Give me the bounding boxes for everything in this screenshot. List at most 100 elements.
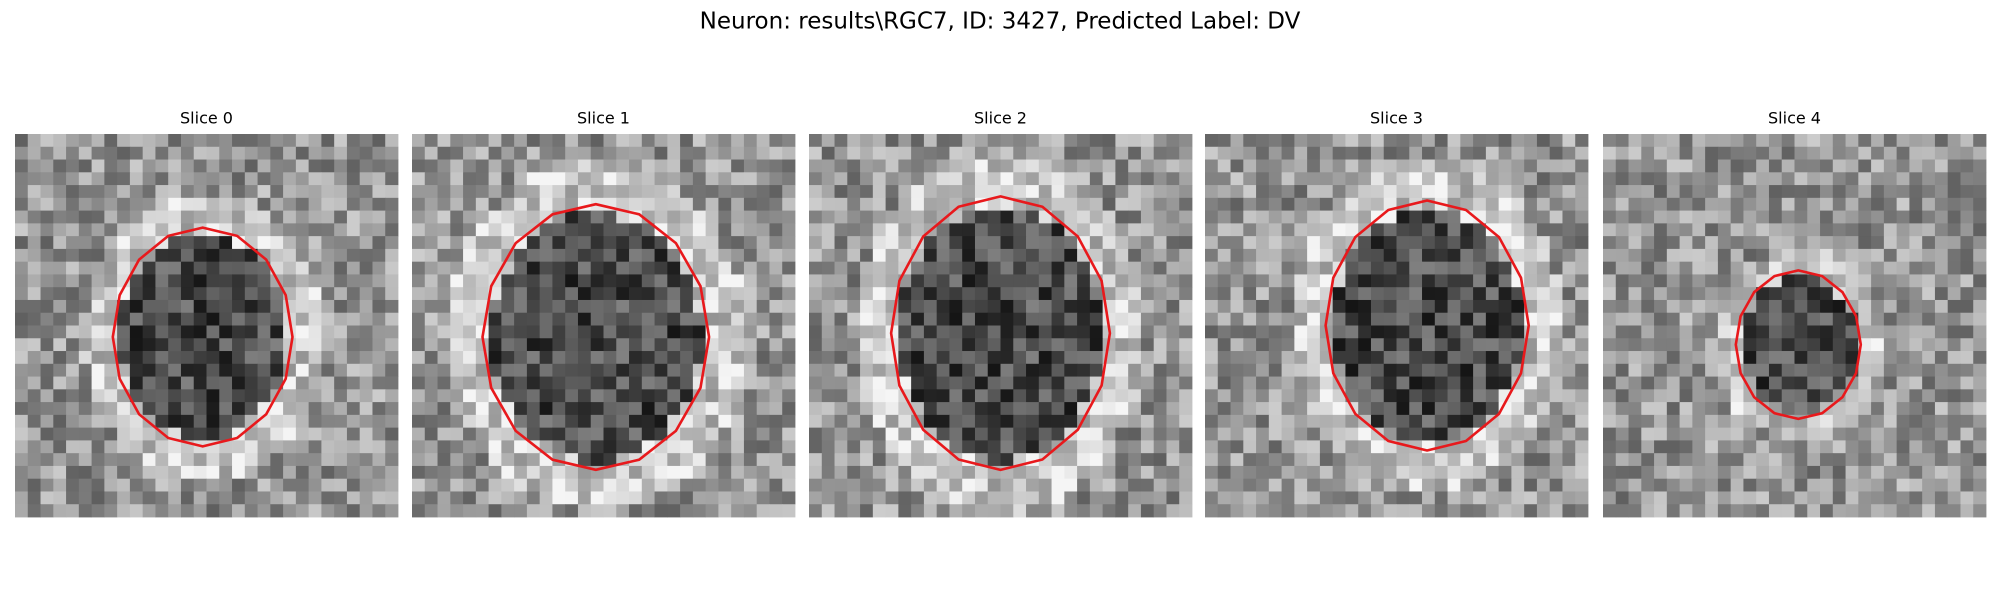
pixel bbox=[949, 376, 963, 390]
pixel bbox=[1628, 427, 1642, 441]
pixel bbox=[1422, 338, 1436, 352]
pixel bbox=[437, 325, 451, 339]
pixel bbox=[53, 376, 67, 390]
pixel bbox=[1370, 414, 1385, 429]
pixel bbox=[1332, 185, 1346, 199]
pixel bbox=[1730, 287, 1744, 301]
pixel bbox=[1730, 440, 1744, 454]
pixel bbox=[1858, 248, 1872, 263]
pixel bbox=[1243, 440, 1257, 454]
pixel bbox=[1447, 504, 1461, 518]
pixel bbox=[1909, 274, 1923, 288]
pixel bbox=[1422, 465, 1436, 480]
pixel bbox=[1294, 363, 1308, 377]
pixel bbox=[372, 414, 386, 429]
pixel bbox=[641, 351, 655, 365]
pixel bbox=[117, 504, 131, 518]
pixel bbox=[834, 389, 848, 403]
pixel bbox=[1217, 261, 1231, 275]
pixel bbox=[1654, 453, 1668, 467]
pixel bbox=[1000, 414, 1014, 429]
panel: Slice 1 bbox=[412, 109, 796, 518]
pixel bbox=[155, 389, 169, 403]
pixel bbox=[526, 134, 541, 148]
pixel bbox=[168, 453, 182, 467]
pixel bbox=[949, 427, 963, 441]
pixel bbox=[283, 172, 297, 186]
pixel bbox=[1820, 197, 1834, 211]
pixel bbox=[1064, 338, 1078, 352]
pixel bbox=[1051, 134, 1065, 148]
pixel bbox=[1641, 325, 1655, 339]
pixel bbox=[1281, 210, 1295, 224]
pixel bbox=[1281, 363, 1295, 377]
pixel bbox=[1498, 376, 1512, 390]
pixel bbox=[1000, 312, 1014, 326]
pixel bbox=[667, 185, 681, 199]
pixel bbox=[104, 185, 118, 199]
pixel bbox=[743, 414, 758, 429]
pixel bbox=[577, 351, 592, 365]
pixel bbox=[1562, 376, 1576, 390]
pixel bbox=[1934, 134, 1949, 148]
pixel bbox=[769, 159, 783, 173]
pixel bbox=[372, 427, 386, 441]
pixel bbox=[168, 172, 182, 186]
pixel bbox=[270, 427, 284, 441]
pixel bbox=[1089, 185, 1104, 199]
pixel bbox=[15, 261, 29, 275]
pixel bbox=[1666, 478, 1680, 492]
pixel bbox=[1717, 274, 1732, 288]
pixel bbox=[1615, 236, 1629, 250]
pixel bbox=[1832, 427, 1846, 441]
pixel bbox=[1743, 248, 1757, 263]
pixel bbox=[1858, 453, 1872, 467]
pixel bbox=[782, 338, 796, 352]
pixel bbox=[1960, 134, 1974, 148]
pixel bbox=[1922, 261, 1936, 275]
pixel bbox=[1205, 248, 1219, 263]
pixel bbox=[1524, 146, 1538, 160]
pixel bbox=[1871, 414, 1885, 429]
pixel bbox=[590, 146, 604, 160]
pixel bbox=[180, 351, 195, 365]
pixel bbox=[756, 312, 770, 326]
pixel bbox=[809, 351, 823, 365]
pixel bbox=[1794, 236, 1808, 250]
pixel bbox=[974, 287, 989, 301]
pixel bbox=[1756, 172, 1770, 186]
pixel bbox=[1679, 351, 1693, 365]
image bbox=[1603, 134, 1987, 518]
pixel bbox=[1153, 453, 1167, 467]
pixel bbox=[539, 338, 553, 352]
pixel bbox=[1307, 363, 1321, 377]
pixel bbox=[667, 134, 681, 148]
pixel bbox=[514, 261, 528, 275]
pixel bbox=[616, 185, 630, 199]
pixel bbox=[1858, 185, 1872, 199]
pixel bbox=[257, 248, 271, 263]
pixel bbox=[257, 312, 271, 326]
pixel bbox=[244, 389, 258, 403]
pixel bbox=[1153, 440, 1167, 454]
pixel bbox=[1077, 210, 1091, 224]
pixel bbox=[629, 491, 643, 505]
pixel bbox=[1038, 465, 1052, 480]
pixel bbox=[1115, 299, 1129, 314]
pixel bbox=[1654, 478, 1668, 492]
pixel bbox=[180, 197, 195, 211]
pixel bbox=[860, 185, 874, 199]
pixel bbox=[1153, 338, 1167, 352]
pixel bbox=[1973, 414, 1987, 429]
pixel bbox=[1383, 427, 1397, 441]
pixel bbox=[1383, 453, 1397, 467]
pixel bbox=[1319, 453, 1334, 467]
pixel bbox=[577, 287, 592, 301]
pixel bbox=[974, 261, 989, 275]
pixel bbox=[1243, 248, 1257, 263]
pixel bbox=[372, 299, 386, 314]
pixel bbox=[526, 363, 541, 377]
pixel bbox=[667, 465, 681, 480]
pixel bbox=[117, 223, 131, 237]
pixel bbox=[193, 402, 207, 416]
